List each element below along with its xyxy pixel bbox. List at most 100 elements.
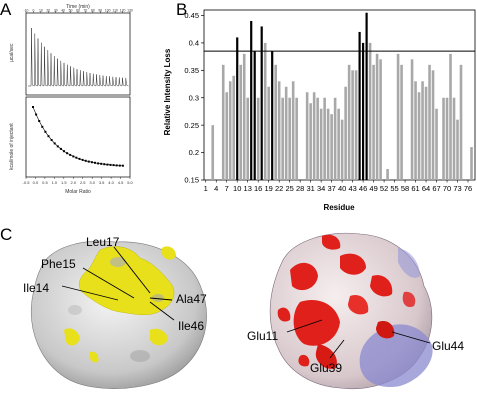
x-tick-label: 49 [369,184,377,193]
x-tick-label: 58 [401,184,409,193]
itc-raw-trace [28,27,130,87]
itc-time-tick: 100 [105,9,111,13]
x-tick-label: 34 [317,184,325,193]
itc-fit-curve [32,106,123,166]
itc-point [59,147,62,150]
bar-residue-53 [386,169,389,180]
bar-residue-30 [305,92,309,180]
bar-residue-74 [459,64,463,180]
x-tick-label: 4 [214,184,218,193]
bar-residue-62 [417,92,421,180]
leader-ile14 [61,285,119,301]
x-tick-label: 73 [453,184,461,193]
bar-residue-19 [267,86,270,180]
leader-ile46 [149,301,175,321]
bar-residue-31 [309,103,312,180]
label-glu11: Glu11 [247,329,278,343]
itc-point [66,152,69,155]
y-tick-label: 0.4 [189,39,199,48]
itc-point [50,139,53,141]
x-tick-label: 46 [359,184,367,193]
bar-residue-39 [337,108,340,180]
x-tick-label: 7 [225,184,229,193]
bar-residue-77 [470,147,473,180]
x-tick-label: 19 [265,184,273,193]
x-tick-label: 52 [380,184,388,193]
bar-residue-41 [344,86,347,180]
bar-residue-12 [242,53,246,181]
x-axis-ticks: 1 4 7 10 13 16 19 22 25 28 31 34 37 40 43 46 49 52 55 58 61 6… [204,180,472,193]
bar-residue-51 [379,59,382,180]
y-tick-label: 0.45 [184,11,199,20]
itc-ratio-tick: 4.0 [108,180,114,185]
x-tick-label: 37 [327,184,335,193]
itc-time-tick: 10 [39,9,43,13]
bar-residue-67 [435,108,438,180]
bar-residue-35 [323,97,326,180]
bar-residue-73 [456,119,459,180]
bar-residue-10 [236,37,239,180]
itc-time-tick: 50 [69,9,73,13]
itc-point [121,164,124,167]
bar-residue-44 [354,70,358,180]
bar-residue-9 [232,75,236,180]
label-ala47: Ala47 [176,292,207,306]
bar-residue-7 [225,92,229,180]
bar-residue-66 [431,70,435,180]
x-tick-label: 76 [464,184,472,193]
bar-residue-45 [358,31,361,180]
itc-ratio-tick: 0.0 [33,180,39,185]
itc-time-tick: 30 [54,9,58,13]
itc-ratio-tick: 1.0 [52,180,58,185]
itc-time-tick: 130 [127,9,133,13]
itc-point [44,130,47,133]
itc-point [38,120,41,122]
intensity-loss-chart: 0.150.20.250.30.350.40.45 1 4 7 10 13 16 19 22 2… [163,9,476,212]
x-tick-label: 16 [254,184,262,193]
y-tick-label: 0.35 [184,66,199,75]
itc-point [106,163,109,166]
itc-point [112,164,115,167]
bar-residue-11 [239,64,243,180]
x-tick-label: 25 [285,184,293,193]
itc-time-ticks: -10 0 10 20 30 40 50 60 70 80 90 100 110 120 130 [24,9,133,13]
itc-ratio-tick: 1.5 [61,180,67,185]
x-tick-label: 22 [275,184,283,193]
bar-residue-27 [295,97,298,180]
y-tick-label: 0.3 [189,93,199,102]
bars [211,12,473,181]
itc-ratio-tick: 2.0 [70,180,76,185]
itc-point [41,125,44,128]
bar-residue-60 [410,59,414,180]
x-tick-label: 43 [348,184,356,193]
x-tick-label: 64 [422,184,430,193]
itc-ratio-tick: 3.5 [99,180,105,185]
itc-point [118,164,121,167]
itc-time-tick: 40 [61,9,65,13]
itc-point [100,162,103,165]
bar-residue-57 [400,64,403,180]
bar-residue-36 [326,108,330,180]
itc-binding-frame [25,96,131,178]
leader-phe15 [82,267,135,299]
itc-ratio-ticks: -0.5 0.0 0.5 1.0 1.5 2.0 2.5 3.0 3.5 4.0 4.5 5.0 [23,177,134,185]
bar-residue-23 [281,97,284,180]
bar-residue-33 [316,97,319,180]
itc-point [84,159,87,162]
x-tick-label: 13 [244,184,252,193]
itc-point [81,158,84,161]
label-ile46: Ile46 [178,319,204,333]
bar-residue-14 [250,20,253,180]
bar-residue-50 [375,53,379,181]
x-tick-label: 55 [390,184,398,193]
bar-residue-69 [442,97,445,180]
itc-time-tick: 120 [120,9,126,13]
bar-residue-21 [274,64,277,180]
x-tick-label: 1 [204,184,208,193]
bar-residue-6 [221,64,225,180]
itc-time-tick: 80 [91,9,95,13]
leader-glu39 [329,339,345,359]
bar-residue-61 [414,81,417,180]
itc-point [75,156,78,159]
leader-glu44 [391,331,431,344]
